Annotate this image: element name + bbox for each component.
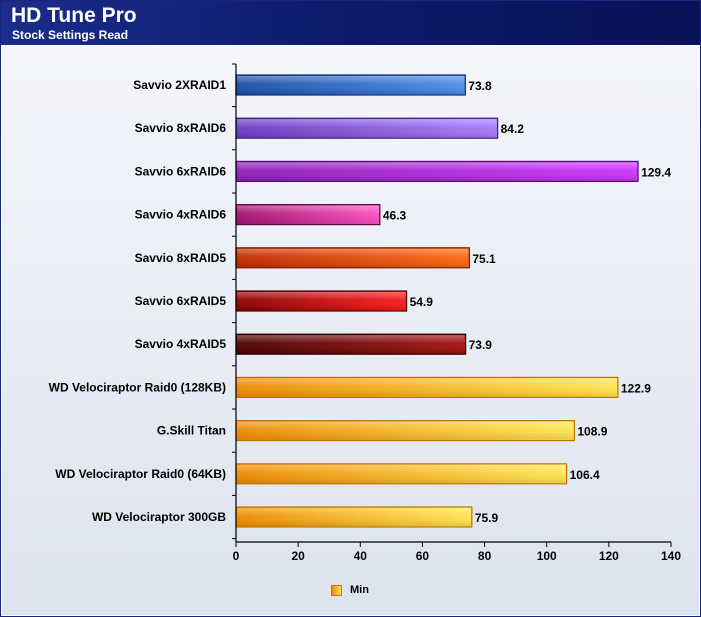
chart-title: HD Tune Pro (11, 4, 137, 27)
category-label: Savvio 4xRAID5 (135, 337, 227, 351)
bar-highlight (237, 205, 379, 224)
value-label: 73.9 (469, 338, 493, 352)
legend-swatch-min (331, 584, 342, 596)
category-label: Savvio 8xRAID6 (135, 121, 227, 135)
value-label: 75.9 (475, 511, 499, 525)
category-label: Savvio 2XRAID1 (133, 78, 226, 92)
category-label: Savvio 6xRAID6 (135, 164, 227, 178)
bar-highlight (237, 335, 465, 354)
value-label: 108.9 (577, 425, 607, 439)
legend-label-min: Min (350, 584, 369, 596)
value-label: 75.1 (472, 252, 496, 266)
value-label: 84.2 (501, 122, 525, 136)
legend: Min (331, 582, 369, 598)
category-label: Savvio 6xRAID5 (135, 294, 227, 308)
value-label: 73.8 (468, 79, 492, 93)
x-tick-label: 100 (537, 549, 557, 563)
x-tick-label: 0 (233, 549, 240, 563)
category-label: WD Velociraptor Raid0 (128KB) (49, 380, 226, 394)
bar-highlight (237, 508, 471, 526)
category-label: Savvio 8xRAID5 (135, 251, 227, 265)
value-label: 129.4 (641, 165, 671, 179)
bar-highlight (237, 292, 406, 310)
category-label: Savvio 4xRAID6 (135, 208, 227, 222)
value-label: 46.3 (383, 209, 407, 223)
value-label: 122.9 (621, 381, 651, 395)
chart-subtitle: Stock Settings Read (12, 28, 129, 42)
bar-highlight (237, 76, 465, 94)
bar-highlight (237, 119, 497, 138)
bar-highlight (237, 378, 617, 397)
category-label: WD Velociraptor 300GB (92, 510, 226, 524)
chart-header: HD Tune Pro Stock Settings Read (1, 1, 700, 45)
bar-highlight (237, 162, 638, 181)
value-label: 54.9 (410, 295, 434, 309)
category-label: G.Skill Titan (157, 424, 226, 438)
x-tick-label: 140 (661, 549, 681, 563)
value-label: 106.4 (570, 468, 600, 482)
x-tick-label: 120 (599, 549, 619, 563)
bar-highlight (237, 464, 566, 483)
bar-highlight (237, 248, 469, 267)
bar-highlight (237, 421, 574, 440)
category-label: WD Velociraptor Raid0 (64KB) (55, 467, 226, 481)
x-tick-label: 40 (354, 549, 368, 563)
x-tick-label: 60 (416, 549, 430, 563)
x-tick-label: 80 (478, 549, 492, 563)
x-tick-label: 20 (291, 549, 305, 563)
